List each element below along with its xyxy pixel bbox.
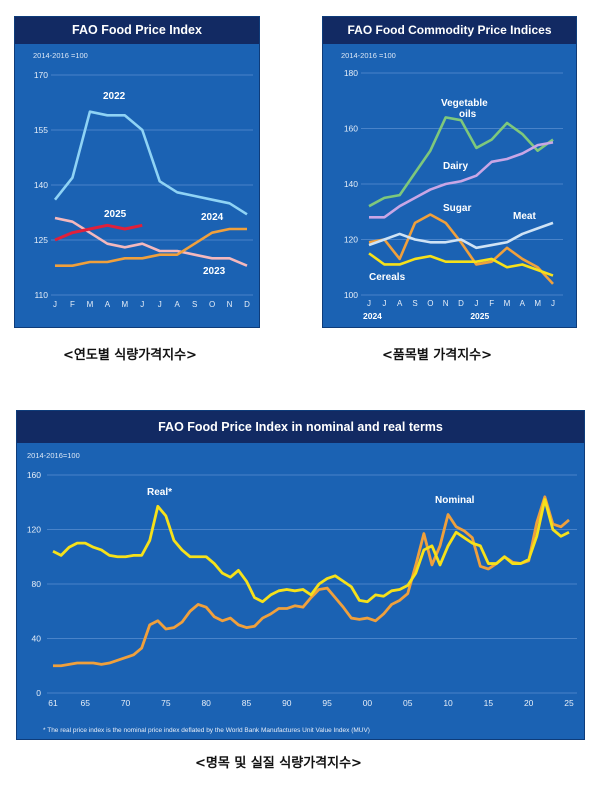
x-tick-label: D — [244, 300, 250, 309]
x-tick-label: S — [192, 300, 197, 309]
x-tick-label: J — [158, 300, 162, 309]
year-label: 2025 — [470, 311, 489, 321]
x-tick-label: A — [397, 299, 403, 308]
annual-line-chart: 2014-2016 =100 110 125 140 155 170 J F M A M J J A S O N… — [33, 51, 253, 309]
x-tick-label: 61 — [48, 698, 58, 708]
x-tick-label: J — [367, 299, 371, 308]
x-tick-label: 80 — [201, 698, 211, 708]
series-line-Nominal — [53, 495, 570, 668]
x-tick-label: F — [70, 300, 75, 309]
series-line-2025 — [54, 223, 143, 242]
chart-panel-nominal-real: FAO Food Price Index in nominal and real… — [16, 410, 585, 740]
x-tick-label: N — [227, 300, 233, 309]
x-tick-label: J — [140, 300, 144, 309]
series-line-Meat — [368, 221, 554, 250]
series-line-2024 — [55, 227, 247, 267]
series-label-2022: 2022 — [103, 91, 126, 102]
x-tick-label: 65 — [81, 698, 91, 708]
series-label-Meat: Meat — [513, 211, 536, 222]
x-tick-label: 75 — [161, 698, 171, 708]
x-tick-label: A — [175, 300, 181, 309]
unit-note: 2014-2016 =100 — [341, 51, 396, 60]
x-tick-label: M — [87, 300, 94, 309]
y-tick-label: 160 — [344, 124, 358, 134]
chart-panel-annual: FAO Food Price Index 2014-2016 =100 110 12… — [14, 16, 260, 328]
x-tick-label: 05 — [403, 698, 413, 708]
y-tick-label: 100 — [344, 290, 358, 300]
x-tick-label: 15 — [484, 698, 494, 708]
series-label-2024: 2024 — [201, 212, 224, 223]
series-line-Dairy — [369, 141, 554, 219]
x-tick-label: J — [551, 299, 555, 308]
x-tick-label: O — [427, 299, 433, 308]
x-tick-label: O — [209, 300, 215, 309]
chart-title-annual: FAO Food Price Index — [15, 17, 259, 44]
x-tick-label: 90 — [282, 698, 292, 708]
y-tick-label: 40 — [32, 634, 42, 644]
series-line-2022 — [53, 110, 248, 216]
unit-note: 2014-2016=100 — [27, 451, 80, 460]
series-line-Vegetable oils — [368, 116, 554, 208]
caption-commodity: <품목별 가격지수> — [382, 348, 493, 363]
y-tick-label: 170 — [34, 70, 48, 80]
series-label-Cereals: Cereals — [369, 272, 406, 283]
footnote: * The real price index is the nominal pr… — [43, 727, 370, 734]
x-tick-label: J — [474, 299, 478, 308]
series-label-Real*: Real* — [147, 487, 172, 498]
y-tick-label: 160 — [27, 470, 41, 480]
series-label-Nominal: Nominal — [435, 495, 475, 506]
year-label: 2024 — [363, 311, 382, 321]
x-tick-label: J — [53, 300, 57, 309]
unit-note: 2014-2016 =100 — [33, 51, 88, 60]
series-line-Real — [52, 498, 570, 604]
x-tick-label: A — [105, 300, 111, 309]
x-tick-label: 10 — [443, 698, 453, 708]
y-tick-label: 140 — [344, 179, 358, 189]
y-tick-label: 0 — [36, 688, 41, 698]
series-line-2023 — [54, 216, 248, 267]
series-label-oils: oils — [459, 109, 477, 120]
series-label-2023: 2023 — [203, 266, 226, 277]
x-tick-label: M — [504, 299, 511, 308]
x-tick-label: 25 — [564, 698, 574, 708]
x-tick-label: D — [458, 299, 464, 308]
x-tick-label: S — [412, 299, 417, 308]
series-label-Sugar: Sugar — [443, 203, 471, 214]
series-label-Vegetable: Vegetable — [441, 98, 488, 109]
x-tick-label: 95 — [322, 698, 332, 708]
y-tick-label: 120 — [27, 525, 41, 535]
series-label-Dairy: Dairy — [443, 161, 468, 172]
x-tick-label: 70 — [121, 698, 131, 708]
y-tick-label: 110 — [34, 290, 48, 300]
y-tick-label: 80 — [32, 579, 42, 589]
x-tick-label: 85 — [242, 698, 252, 708]
series-line-Sugar — [368, 213, 554, 285]
y-tick-label: 120 — [344, 235, 358, 245]
x-tick-label: 20 — [524, 698, 534, 708]
y-tick-label: 140 — [34, 180, 48, 190]
x-tick-label: F — [489, 299, 494, 308]
chart-title-nominal-real: FAO Food Price Index in nominal and real… — [17, 411, 584, 443]
chart-panel-commodity: FAO Food Commodity Price Indices 2014-20… — [322, 16, 577, 328]
x-tick-label: M — [121, 300, 128, 309]
series-line-Cereals — [368, 252, 554, 277]
y-tick-label: 125 — [34, 235, 48, 245]
y-tick-label: 155 — [34, 125, 48, 135]
x-tick-label: M — [534, 299, 541, 308]
chart-title-commodity: FAO Food Commodity Price Indices — [323, 17, 576, 44]
x-tick-label: 00 — [363, 698, 373, 708]
x-tick-label: J — [382, 299, 386, 308]
x-tick-label: N — [443, 299, 449, 308]
caption-annual: <연도별 식량가격지수> — [63, 348, 197, 363]
series-label-2025: 2025 — [104, 209, 127, 220]
caption-nominal-real: <명목 및 실질 식량가격지수> — [195, 756, 362, 771]
y-tick-label: 180 — [344, 68, 358, 78]
x-tick-label: A — [520, 299, 526, 308]
nominal-real-line-chart: 2014-2016=100 0 40 80 120 160 61 65 70 75 80 85 90 95… — [27, 451, 577, 708]
